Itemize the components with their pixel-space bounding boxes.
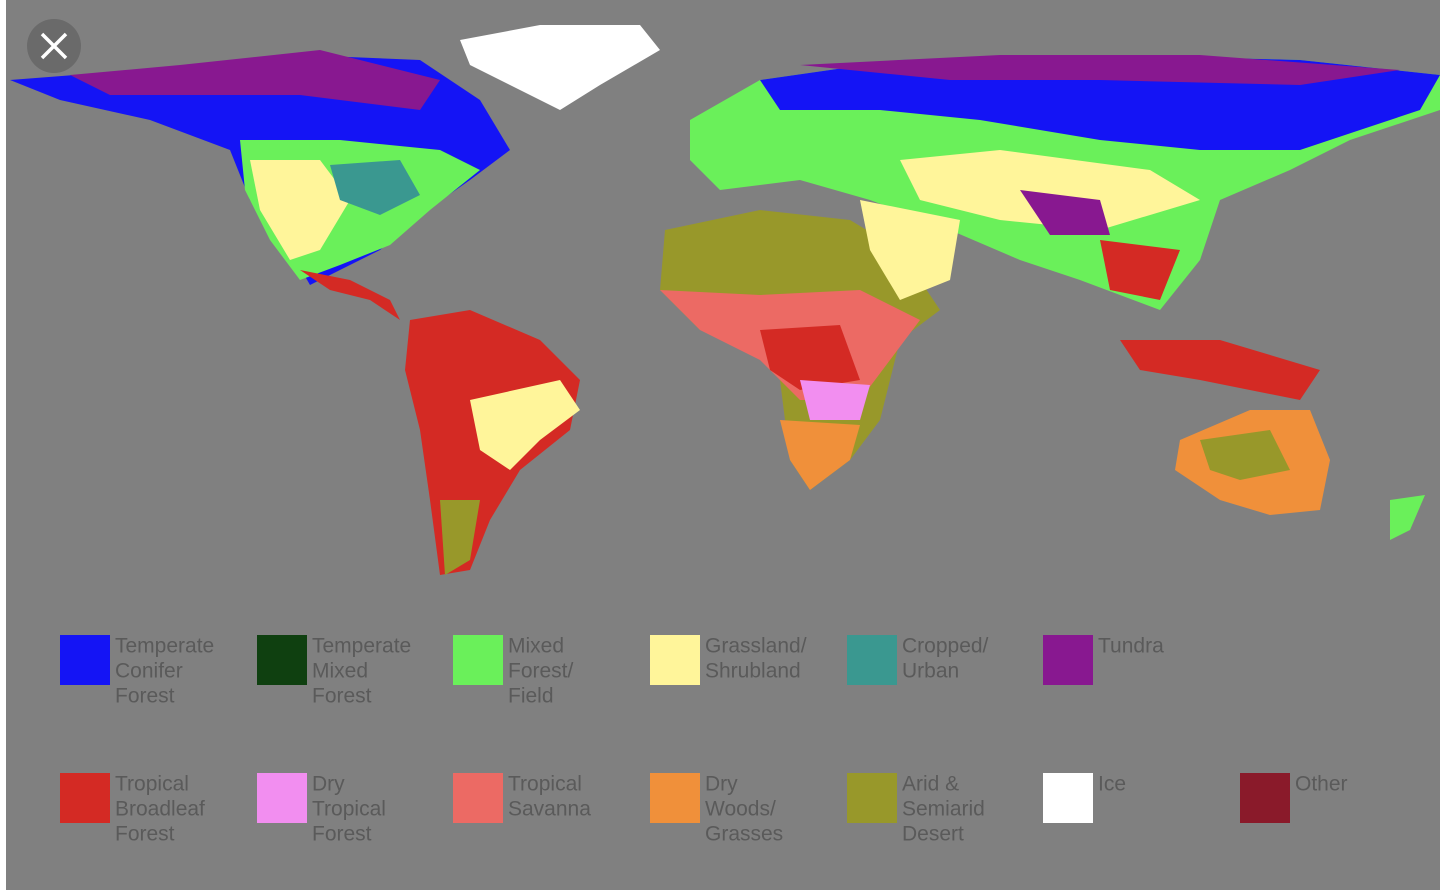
land [800,55,1400,85]
legend-swatch [257,635,307,685]
legend-label: Mixed [312,660,368,683]
legend-label: Woods/ [705,798,776,821]
land [1390,495,1425,540]
land [70,50,440,110]
legend-label: Dry [312,773,345,796]
close-button[interactable] [27,19,81,73]
legend-label: Dry [705,773,738,796]
legend-label: Conifer [115,660,183,683]
close-icon[interactable] [40,32,68,60]
legend-swatch [453,635,503,685]
legend-item: Tundra [1043,635,1164,685]
legend-swatch [60,635,110,685]
legend-swatch [847,635,897,685]
legend-label: Savanna [508,798,591,821]
legend-label: Forest [115,685,175,708]
land [900,150,1200,230]
legend-label: Forest [312,685,372,708]
land [300,270,400,320]
legend-label: Ice [1098,773,1126,796]
legend-swatch [847,773,897,823]
legend-swatch [257,773,307,823]
land [440,500,480,575]
legend-label: Forest [312,823,372,846]
legend-label: Tropical [508,773,582,796]
legend-label: Tundra [1098,635,1164,658]
land [860,200,960,300]
land [1200,430,1290,480]
legend-swatch [650,635,700,685]
legend-label: Grassland/ [705,635,807,658]
legend-label: Urban [902,660,959,683]
legend-swatch [453,773,503,823]
legend-label: Mixed [508,635,564,658]
land [760,325,860,390]
legend-label: Other [1295,773,1348,796]
legend: TemperateConiferForestTemperateMixedFore… [60,635,1348,846]
land [1120,340,1320,400]
legend-label: Tropical [115,773,189,796]
legend-swatch [60,773,110,823]
legend-label: Arid & [902,773,959,796]
land [800,380,870,420]
land [470,380,580,470]
legend-label: Grasses [705,823,783,846]
land [1020,190,1110,235]
legend-label: Temperate [312,635,411,658]
legend-swatch [1043,773,1093,823]
legend-label: Forest/ [508,660,574,683]
land [1100,240,1180,300]
legend-label: Semiarid [902,798,985,821]
legend-label: Tropical [312,798,386,821]
land [330,160,420,215]
legend-label: Forest [115,823,175,846]
legend-item: Cropped/Urban [847,635,989,685]
legend-label: Broadleaf [115,798,205,821]
world-map [10,25,1440,575]
legend-label: Cropped/ [902,635,989,658]
legend-item: Ice [1043,773,1126,823]
land [250,160,350,260]
land [780,420,860,490]
legend-swatch [1240,773,1290,823]
legend-label: Temperate [115,635,214,658]
land [460,25,660,110]
legend-swatch [1043,635,1093,685]
legend-label: Field [508,685,554,708]
legend-item: Grassland/Shrubland [650,635,807,685]
legend-swatch [650,773,700,823]
legend-label: Desert [902,823,964,846]
legend-label: Shrubland [705,660,801,683]
legend-item: Other [1240,773,1348,823]
